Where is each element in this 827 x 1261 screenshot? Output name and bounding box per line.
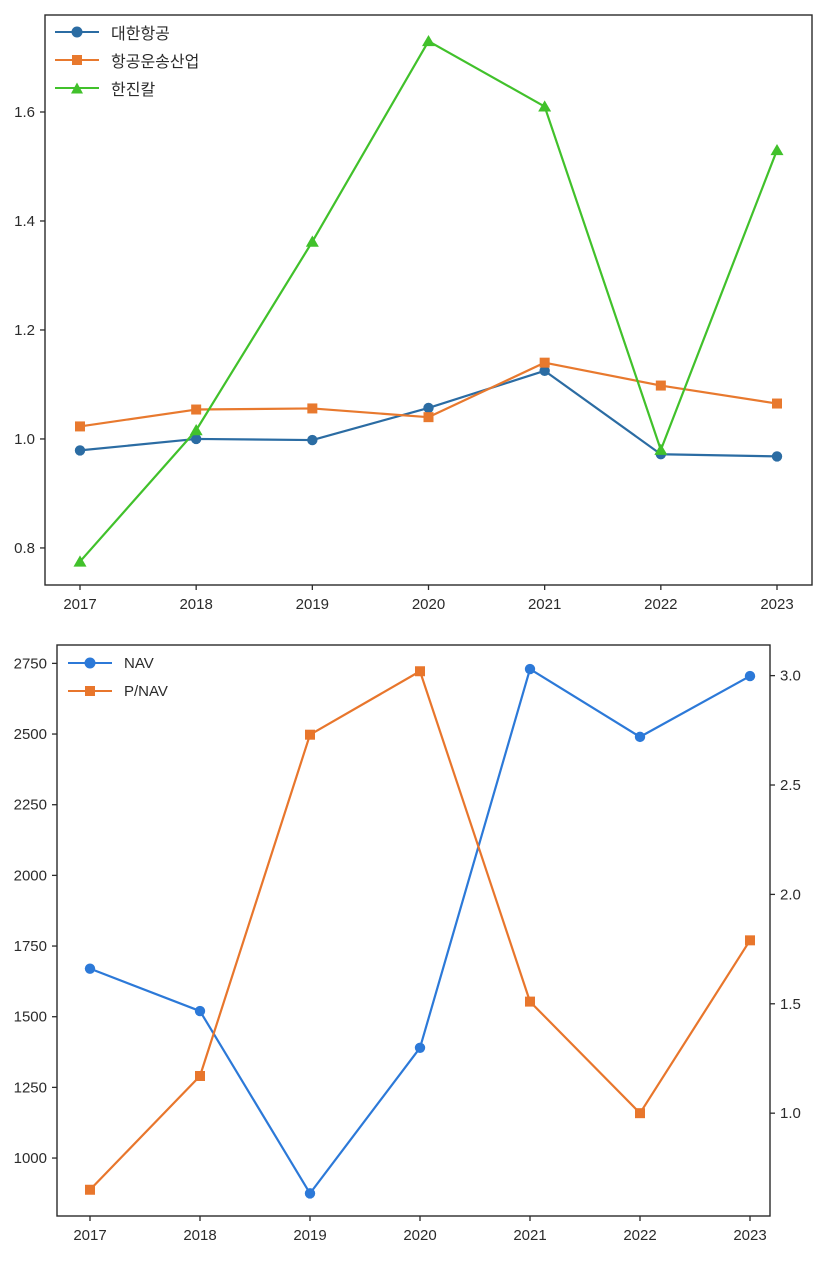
y2-tick-label: 1.5 bbox=[780, 996, 801, 1013]
data-point-circle bbox=[190, 433, 202, 445]
x-tick-label: 2019 bbox=[293, 1227, 326, 1244]
x-tick-label: 2021 bbox=[528, 596, 561, 613]
x-tick-label: 2020 bbox=[412, 596, 445, 613]
data-point-circle bbox=[307, 434, 318, 446]
data-point-circle bbox=[524, 663, 536, 675]
data-point-circle bbox=[84, 963, 96, 974]
x-tick-label: 2023 bbox=[733, 1227, 766, 1244]
data-point-triangle bbox=[305, 235, 319, 247]
y-tick-label: 1750 bbox=[14, 938, 47, 955]
data-point-square bbox=[75, 421, 85, 432]
data-point-square bbox=[635, 1108, 645, 1119]
y-tick-label: 1250 bbox=[14, 1079, 47, 1096]
legend-sample bbox=[68, 657, 112, 669]
y-tick-label: 2250 bbox=[14, 797, 47, 814]
x-tick-label: 2023 bbox=[760, 596, 793, 613]
data-point-triangle bbox=[422, 34, 435, 47]
legend-label: 항공운송산업 bbox=[111, 54, 200, 71]
x-tick-label: 2022 bbox=[623, 1227, 656, 1244]
y2-tick-label: 1.0 bbox=[780, 1105, 801, 1122]
y2-tick-label: 2.5 bbox=[780, 777, 801, 794]
x-tick-label: 2018 bbox=[183, 1227, 216, 1244]
x-tick-label: 2019 bbox=[296, 596, 329, 613]
circle-marker-icon bbox=[71, 26, 83, 38]
y-tick-label: 1.6 bbox=[14, 104, 35, 121]
y-tick-label: 2500 bbox=[14, 726, 47, 743]
data-point-circle bbox=[539, 365, 550, 377]
square-marker-icon bbox=[85, 686, 95, 696]
data-point-triangle bbox=[770, 143, 784, 156]
legend-label: 한진칼 bbox=[111, 82, 156, 99]
legend-label: 대한항공 bbox=[111, 26, 170, 43]
series-line bbox=[79, 40, 779, 563]
data-point-square bbox=[423, 412, 434, 423]
series-line bbox=[89, 670, 751, 1191]
data-point-circle bbox=[74, 445, 86, 456]
legend-item: 항공운송산업 bbox=[55, 46, 199, 74]
triangle-marker-icon bbox=[71, 82, 83, 94]
x-tick-label: 2017 bbox=[73, 1227, 106, 1244]
data-point-circle bbox=[414, 1042, 426, 1054]
y2-tick-label: 2.0 bbox=[780, 886, 801, 903]
x-tick-label: 2022 bbox=[644, 596, 677, 613]
x-tick-label: 2021 bbox=[513, 1227, 546, 1244]
series-line bbox=[89, 667, 751, 1195]
circle-marker-icon bbox=[84, 657, 96, 669]
square-marker-icon bbox=[72, 55, 82, 65]
y-tick-label: 2750 bbox=[14, 655, 47, 672]
legend-sample bbox=[68, 685, 112, 697]
y-tick-label: 1.4 bbox=[14, 213, 35, 230]
x-tick-label: 2018 bbox=[179, 596, 212, 613]
y-tick-label: 1.2 bbox=[14, 322, 35, 339]
legend-sample bbox=[55, 54, 99, 66]
y-tick-label: 1500 bbox=[14, 1009, 47, 1026]
data-point-square bbox=[305, 729, 315, 740]
y-tick-label: 1.0 bbox=[14, 431, 35, 448]
legend-label: P/NAV bbox=[124, 682, 168, 700]
x-tick-label: 2017 bbox=[63, 596, 96, 613]
y-tick-label: 2000 bbox=[14, 867, 47, 884]
data-point-triangle bbox=[538, 100, 552, 112]
data-point-triangle bbox=[189, 424, 203, 436]
legend-label: NAV bbox=[124, 654, 154, 672]
data-point-square bbox=[525, 996, 535, 1007]
data-point-square bbox=[415, 666, 425, 677]
data-point-circle bbox=[771, 451, 783, 462]
data-point-square bbox=[195, 1070, 205, 1081]
data-point-square bbox=[307, 403, 318, 414]
y-tick-label: 1000 bbox=[14, 1150, 47, 1167]
y-tick-label: 0.8 bbox=[14, 540, 35, 557]
data-point-circle bbox=[744, 670, 756, 682]
data-point-circle bbox=[304, 1188, 316, 1199]
legend-item: NAV bbox=[68, 649, 168, 677]
data-point-square bbox=[745, 935, 755, 946]
bottom-chart-legend: NAV P/NAV bbox=[68, 649, 168, 705]
y2-tick-label: 3.0 bbox=[780, 668, 801, 685]
legend-item: P/NAV bbox=[68, 677, 168, 705]
x-tick-label: 2020 bbox=[403, 1227, 436, 1244]
plot-frame bbox=[56, 644, 771, 1217]
data-point-square bbox=[655, 380, 666, 391]
data-point-square bbox=[539, 357, 550, 368]
legend-item: 한진칼 bbox=[55, 74, 199, 102]
data-point-circle bbox=[423, 402, 434, 414]
data-point-square bbox=[191, 404, 202, 415]
legend-sample bbox=[55, 26, 99, 38]
data-point-square bbox=[772, 398, 782, 409]
legend-sample bbox=[55, 82, 99, 94]
data-point-circle bbox=[194, 1005, 206, 1017]
legend-item: 대한항공 bbox=[55, 18, 199, 46]
data-point-triangle bbox=[73, 555, 87, 567]
data-point-triangle bbox=[654, 443, 668, 455]
top-chart-legend: 대한항공 항공운송산업 한진칼 bbox=[55, 18, 199, 102]
data-point-square bbox=[85, 1184, 95, 1195]
data-point-circle bbox=[634, 731, 646, 743]
